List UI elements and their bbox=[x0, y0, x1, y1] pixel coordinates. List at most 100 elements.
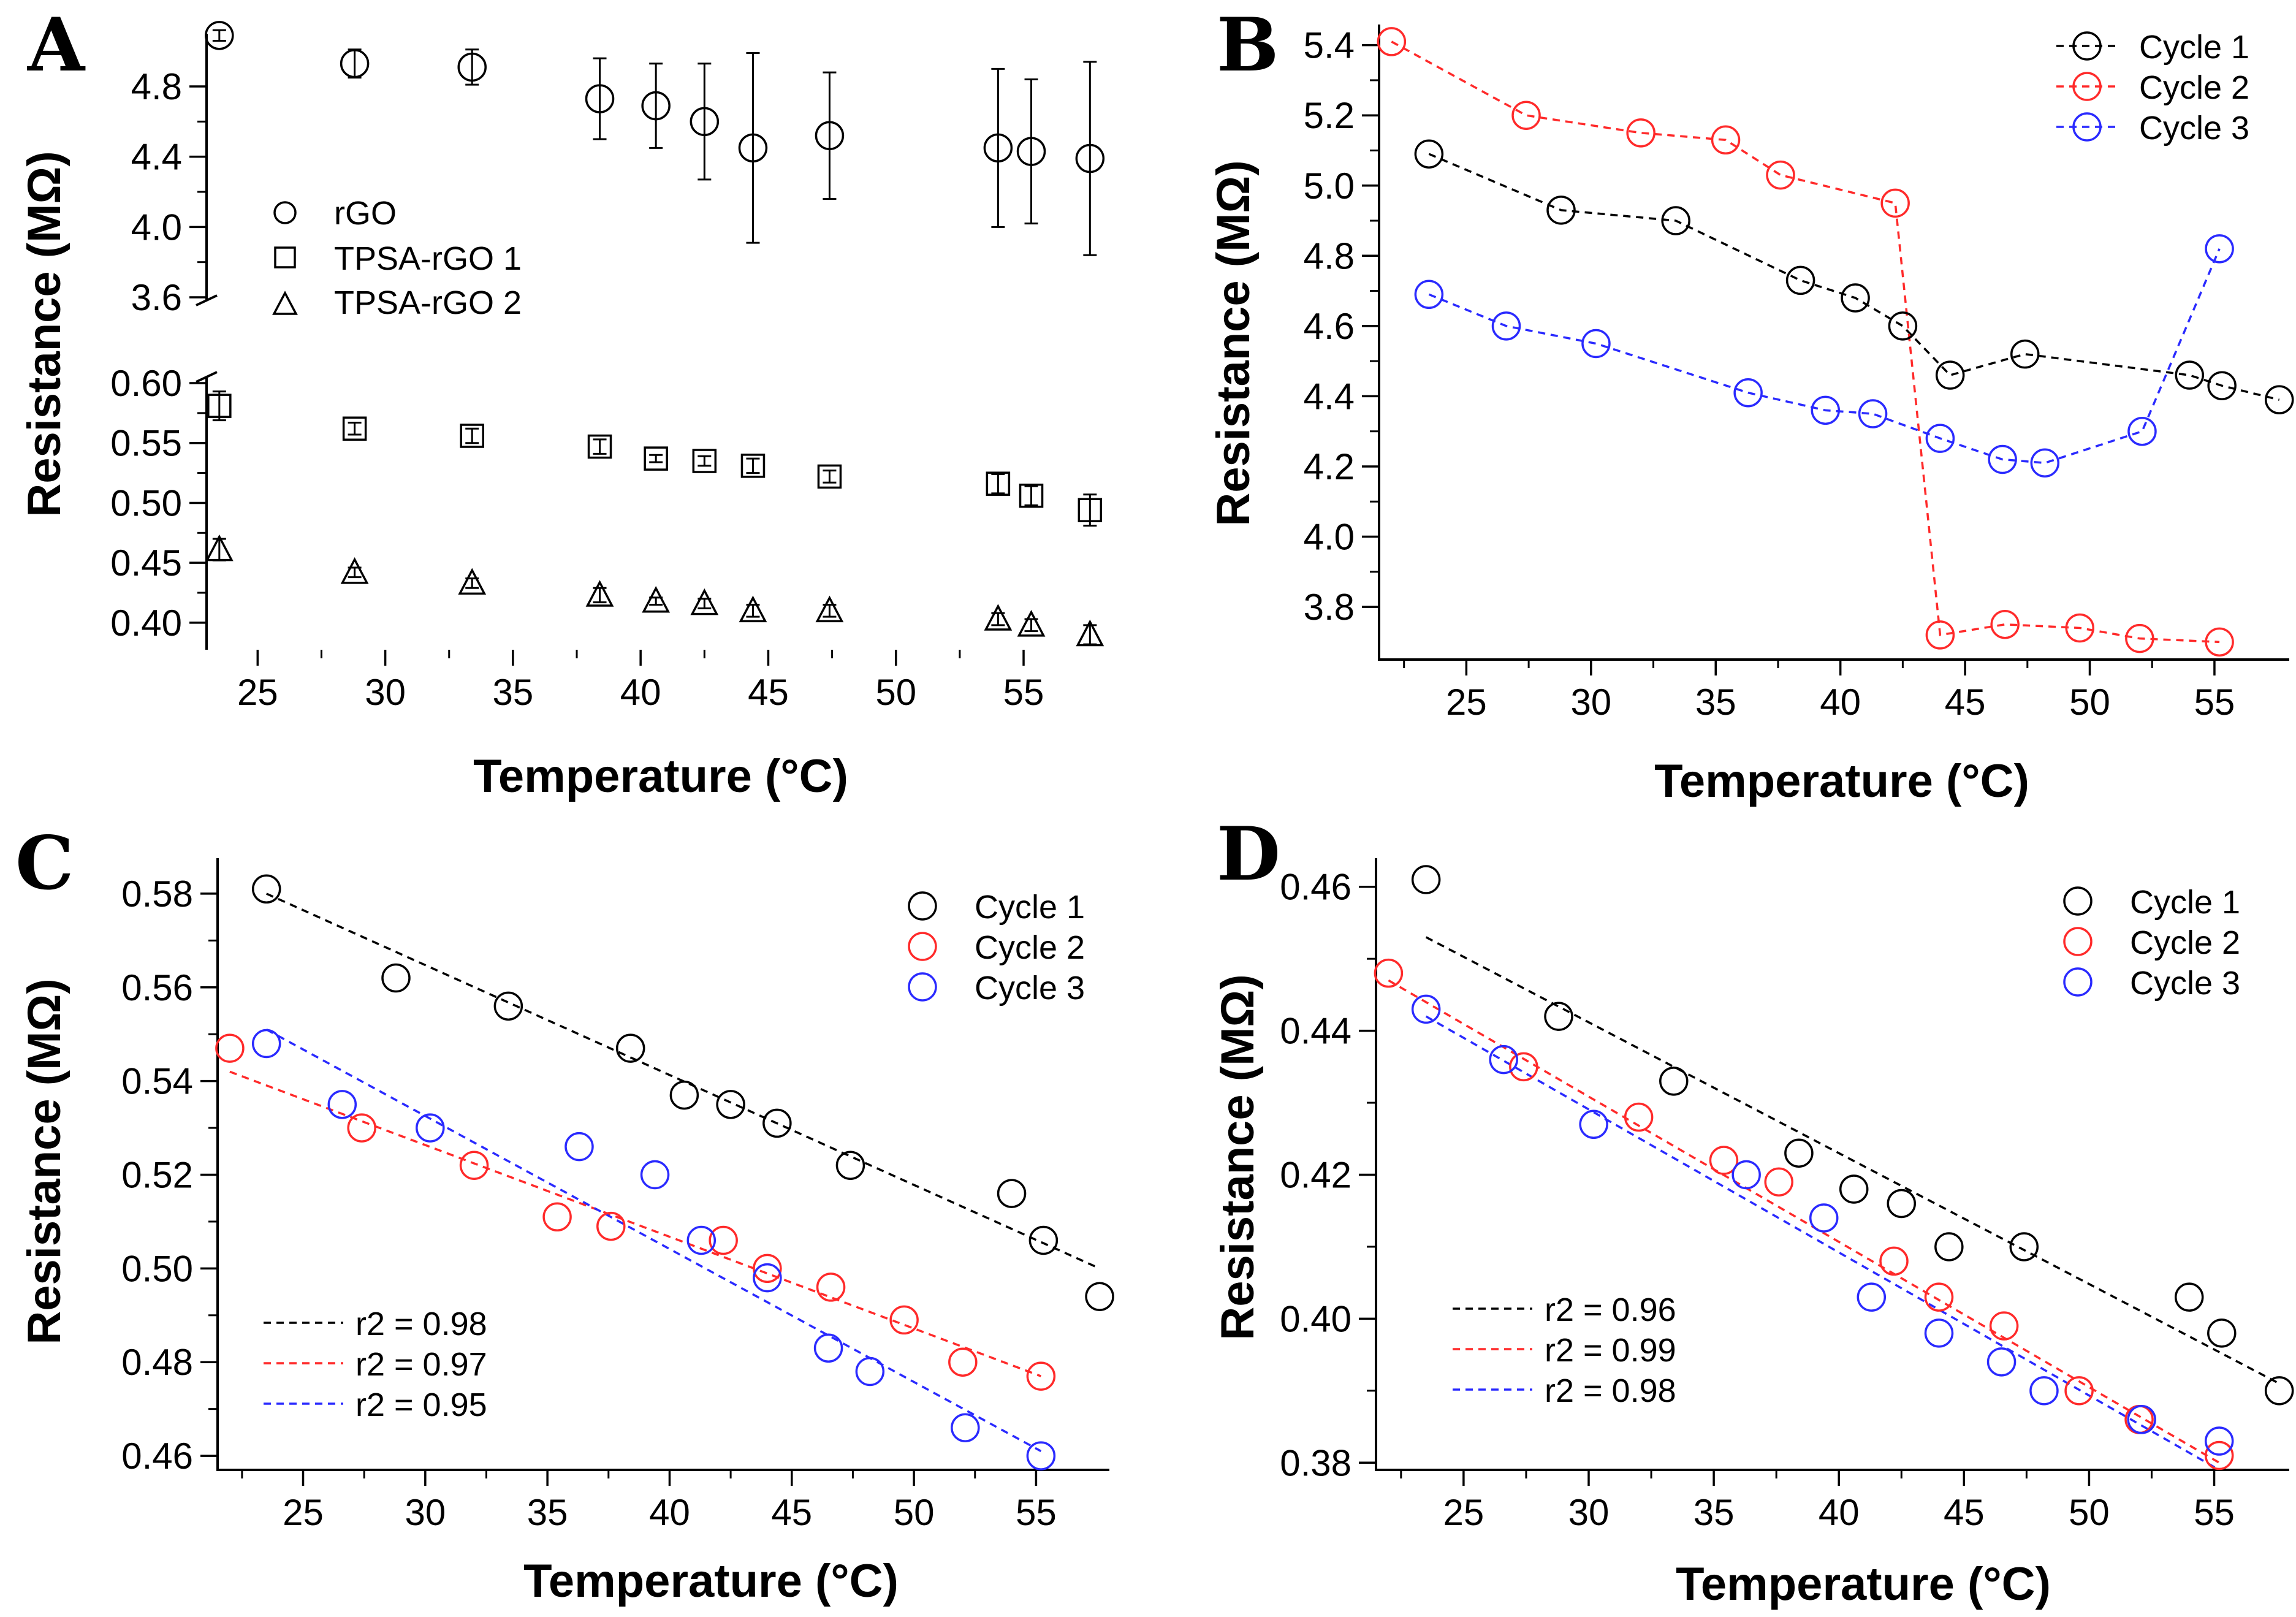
data-point-cycle-1 bbox=[1411, 865, 1441, 894]
y-tick-label: 0.46 bbox=[121, 1436, 193, 1477]
x-tick-label: 30 bbox=[365, 672, 406, 713]
series-line-cycle-2 bbox=[1391, 40, 2220, 644]
fit-legend-label-1: r2 = 0.96 bbox=[1545, 1292, 1676, 1328]
data-point-triangle bbox=[984, 604, 1013, 631]
y-tick-label: 0.56 bbox=[121, 967, 193, 1008]
panel-d-x-axis-title: Temperature (°C) bbox=[1676, 1558, 2051, 1610]
data-point-cycle-2 bbox=[1924, 1282, 1954, 1312]
data-point-square bbox=[1019, 483, 1044, 508]
panel-c-y-axis-title: Resistance (MΩ) bbox=[18, 978, 70, 1344]
data-point-cycle-3 bbox=[2029, 1376, 2059, 1406]
data-point-circle bbox=[340, 48, 370, 78]
x-tick-label: 45 bbox=[1945, 682, 1986, 723]
legend-label-cycle-2: Cycle 2 bbox=[2139, 69, 2249, 106]
x-tick-label: 40 bbox=[1820, 682, 1861, 723]
legend-marker-tpsa-rgo-1 bbox=[274, 246, 296, 268]
data-point-cycle-2 bbox=[1764, 1167, 1793, 1197]
panel-c-axes bbox=[216, 858, 1109, 1471]
y-tick-label: 4.0 bbox=[131, 207, 182, 248]
data-point-triangle bbox=[585, 580, 614, 607]
y-tick-label: 4.4 bbox=[1304, 376, 1355, 417]
panel-b-data-marks bbox=[1377, 27, 2294, 657]
x-tick-label: 50 bbox=[2069, 682, 2110, 723]
legend-marker-rgo bbox=[273, 201, 297, 224]
y-tick-label: 3.8 bbox=[1304, 587, 1355, 628]
series-line-cycle-1 bbox=[1428, 153, 2280, 401]
data-point-square bbox=[740, 454, 766, 478]
x-tick-label: 55 bbox=[2194, 1492, 2235, 1533]
data-point-cycle-2 bbox=[889, 1305, 919, 1335]
y-tick-label: 4.4 bbox=[131, 137, 182, 178]
panel-c-data-marks bbox=[215, 874, 1114, 1471]
x-tick-label: 30 bbox=[1568, 1492, 1610, 1533]
data-point-cycle-2 bbox=[1374, 958, 1404, 988]
data-point-cycle-3 bbox=[1857, 1282, 1887, 1312]
data-point-triangle bbox=[690, 588, 719, 615]
data-point-cycle-3 bbox=[753, 1263, 782, 1293]
panel-a-axes bbox=[196, 34, 218, 650]
data-point-cycle-3 bbox=[855, 1356, 885, 1387]
data-point-cycle-1 bbox=[251, 874, 281, 904]
data-point-cycle-1 bbox=[1841, 283, 1870, 313]
data-point-cycle-1 bbox=[669, 1080, 699, 1110]
data-point-cycle-1 bbox=[493, 991, 523, 1021]
panel-letter-d: D bbox=[1217, 811, 1280, 897]
data-point-cycle-2 bbox=[948, 1347, 978, 1377]
data-point-cycle-3 bbox=[1489, 1044, 1518, 1075]
x-tick-label: 35 bbox=[493, 672, 534, 713]
data-point-cycle-1 bbox=[716, 1090, 745, 1119]
data-point-cycle-3 bbox=[2030, 448, 2060, 477]
y-tick-label: 0.45 bbox=[110, 542, 182, 584]
data-point-cycle-2 bbox=[1511, 101, 1541, 130]
data-point-cycle-1 bbox=[1934, 1232, 1964, 1261]
legend-label-cycle-1: Cycle 1 bbox=[975, 889, 1085, 926]
panel-d-data-marks bbox=[1374, 865, 2294, 1471]
data-point-cycle-2 bbox=[1925, 620, 1955, 650]
y-tick-label: 0.42 bbox=[1280, 1155, 1351, 1196]
y-tick-label: 4.6 bbox=[1304, 306, 1355, 347]
data-point-cycle-2 bbox=[459, 1151, 489, 1180]
data-point-cycle-3 bbox=[686, 1225, 717, 1255]
data-point-cycle-2 bbox=[1626, 118, 1655, 148]
data-point-cycle-2 bbox=[2064, 1376, 2094, 1406]
legend-marker-1 bbox=[2063, 886, 2093, 916]
data-point-square bbox=[986, 471, 1011, 496]
data-point-cycle-3 bbox=[1988, 444, 2017, 474]
data-point-cycle-3 bbox=[813, 1333, 843, 1363]
panel-b-series-lines bbox=[1391, 40, 2280, 644]
y-tick-label: 5.4 bbox=[1304, 25, 1355, 66]
data-point-cycle-1 bbox=[2207, 371, 2237, 400]
panel-a-y-ticks-upper: 3.6 4.0 4.4 4.8 bbox=[131, 66, 207, 318]
data-point-cycle-2 bbox=[816, 1273, 846, 1302]
data-point-cycle-2 bbox=[1989, 1311, 2019, 1341]
panel-b-y-axis-title: Resistance (MΩ) bbox=[1207, 160, 1260, 526]
y-tick-label: 0.40 bbox=[1280, 1298, 1351, 1339]
data-point-cycle-1 bbox=[2264, 1376, 2294, 1406]
data-point-cycle-1 bbox=[2175, 360, 2205, 390]
data-point-cycle-2 bbox=[596, 1211, 626, 1241]
data-point-cycle-3 bbox=[1925, 424, 1955, 453]
data-point-square bbox=[460, 424, 484, 448]
data-point-cycle-3 bbox=[1809, 1203, 1839, 1233]
data-point-cycle-2 bbox=[2204, 1440, 2234, 1471]
legend-label-cycle-3: Cycle 3 bbox=[975, 970, 1085, 1006]
panel-d-axes bbox=[1375, 858, 2289, 1471]
data-point-cycle-2 bbox=[1711, 125, 1741, 155]
data-point-cycle-3 bbox=[2127, 1405, 2156, 1434]
panel-a-x-ticks: 25 30 35 40 45 50 55 bbox=[237, 650, 1044, 713]
fit-legend-label-2: r2 = 0.97 bbox=[355, 1346, 487, 1383]
panel-a-y-axis-title: Resistance (MΩ) bbox=[18, 151, 70, 517]
data-point-circle bbox=[1075, 143, 1105, 173]
data-point-cycle-2 bbox=[2125, 623, 2154, 653]
panel-d-y-axis-title: Resistance (MΩ) bbox=[1212, 974, 1264, 1340]
y-tick-label: 0.52 bbox=[121, 1155, 193, 1196]
data-point-circle bbox=[641, 91, 671, 121]
legend-marker-3 bbox=[2063, 967, 2093, 997]
panel-a-legend: rGO TPSA-rGO 1 TPSA-rGO 2 bbox=[272, 195, 522, 321]
data-point-cycle-3 bbox=[1579, 1109, 1608, 1140]
legend-marker-3 bbox=[908, 972, 937, 1002]
panel-d-fit-lines bbox=[1388, 936, 2280, 1471]
panel-a-y-ticks-lower: 0.40 0.45 0.50 0.55 0.60 bbox=[110, 363, 207, 644]
data-point-cycle-3 bbox=[1986, 1347, 2017, 1377]
